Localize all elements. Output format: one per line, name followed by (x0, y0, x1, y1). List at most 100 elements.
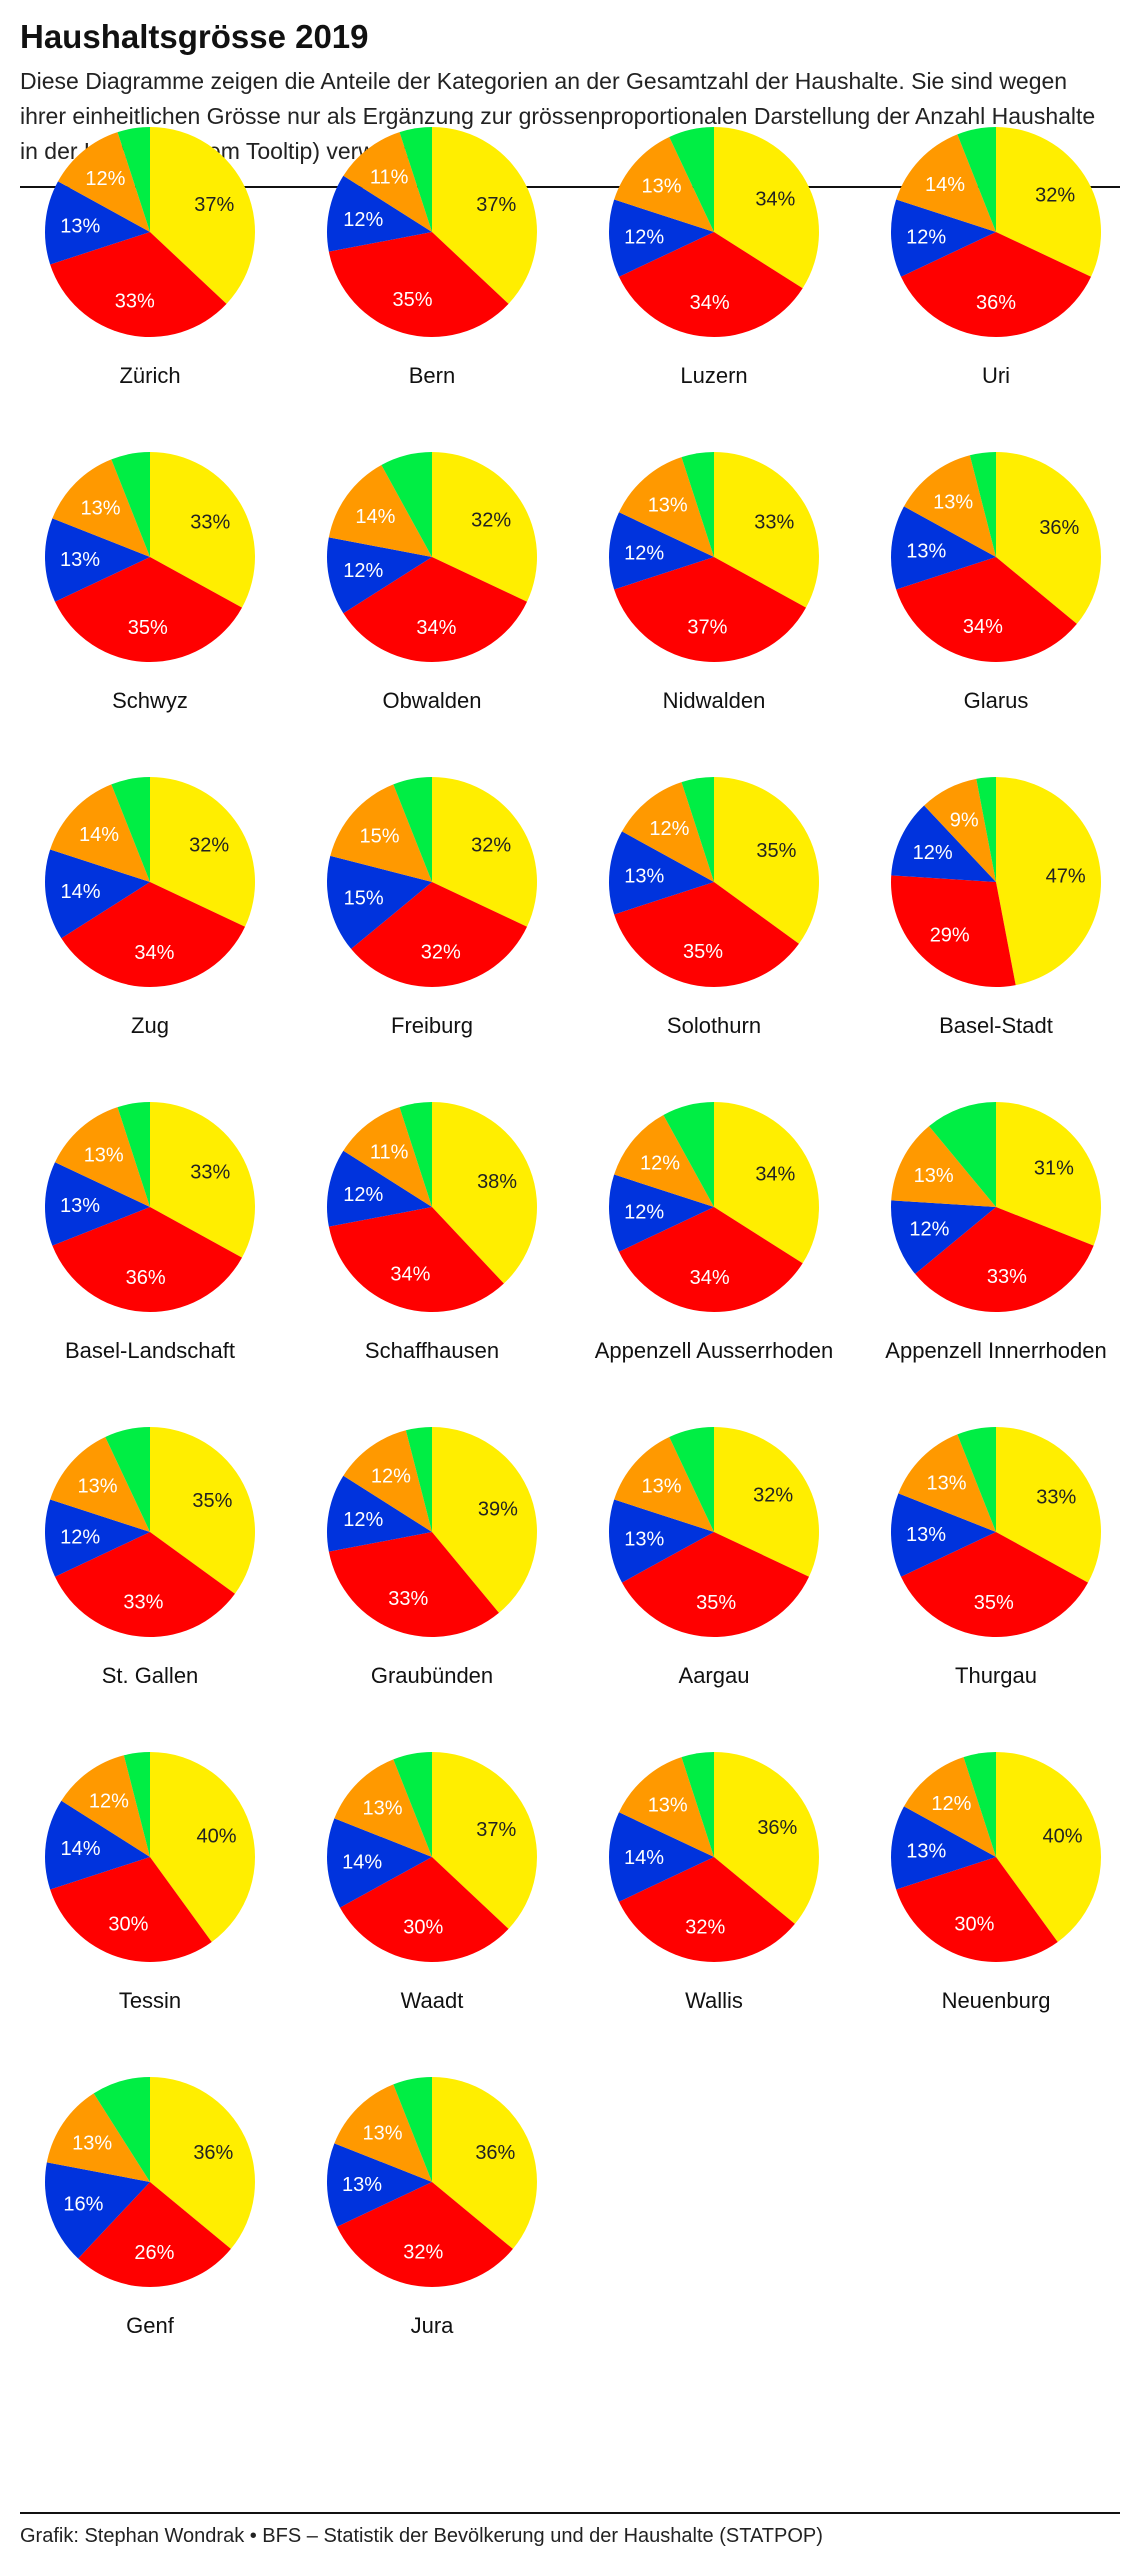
slice-label: 14% (61, 1838, 101, 1860)
pie-chart: 37% 35% 12% 11% Bern (302, 122, 562, 442)
pie-slice (399, 1102, 432, 1207)
pie-svg: 32% 34% 14% 14% (45, 777, 256, 987)
pie-svg: 36% 32% 14% 13% (608, 1752, 819, 1963)
pie-slice (44, 1162, 150, 1246)
pie-slice (50, 232, 227, 338)
pie-svg: 39% 33% 12% 12% (327, 1427, 537, 1637)
pie-slice (330, 784, 432, 882)
pie-slice (54, 557, 243, 663)
slice-label: 47% (1046, 865, 1086, 887)
pie-slice (393, 2077, 432, 2182)
pie-slice (929, 1102, 996, 1207)
pie-slice (618, 457, 714, 557)
slice-label: 13% (60, 215, 100, 237)
slice-label: 13% (362, 1798, 402, 1820)
pie-slice (957, 127, 996, 232)
pie-slice (432, 127, 538, 304)
chart-name: Uri (981, 363, 1011, 388)
pie-slice (608, 199, 714, 277)
pie-slice (334, 2084, 432, 2182)
slice-label: 13% (77, 1476, 117, 1498)
slice-label: 13% (906, 540, 946, 562)
pie-slice (614, 882, 799, 988)
pie-slice (111, 777, 150, 882)
pie-svg: 36% 32% 13% 13% (326, 2077, 537, 2288)
slice-label: 12% (343, 1509, 383, 1531)
slice-label: 36% (193, 2142, 233, 2164)
pie-slice (996, 777, 1102, 986)
slice-label: 13% (933, 492, 973, 514)
pie-slice (963, 1752, 996, 1857)
pie-slice (327, 537, 432, 614)
pie-slice (44, 1499, 150, 1577)
pie-chart: 38% 34% 12% 11% Schaffhausen (302, 1097, 562, 1417)
chart-name: Schaffhausen (364, 1338, 500, 1363)
pie-slice (399, 127, 432, 232)
pie-slice (339, 1857, 509, 1962)
pie-slice (996, 1752, 1102, 1942)
pie-slice (432, 777, 538, 927)
slice-label: 33% (115, 290, 155, 312)
slice-label: 12% (913, 842, 953, 864)
slice-label: 12% (909, 1219, 949, 1241)
pie-chart: 36% 32% 13% 13% Jura (302, 2072, 562, 2392)
chart-name: Waadt (400, 1988, 464, 2013)
pie-chart: 32% 36% 12% 14% Uri (866, 122, 1126, 442)
source-credit: Grafik: Stephan Wondrak • BFS – Statisti… (20, 2525, 823, 2547)
pie-slice (54, 1532, 235, 1638)
pie-chart: 32% 34% 14% 14% Zug (20, 772, 280, 1092)
pie-chart: 47% 29% 12% 9% Basel-Stadt (866, 772, 1126, 1092)
slice-label: 13% (641, 176, 681, 198)
slice-label: 35% (696, 1592, 736, 1614)
slice-label: 12% (89, 1790, 129, 1812)
pie-slice (328, 464, 432, 557)
slice-label: 16% (63, 2194, 103, 2216)
pie-slice (714, 1102, 819, 1264)
pie-slice (969, 452, 996, 557)
chart-name: Jura (410, 2313, 454, 2338)
pie-chart: 33% 35% 13% 13% Thurgau (866, 1422, 1126, 1742)
slice-label: 13% (80, 498, 120, 520)
pie-chart: 32% 35% 13% 13% Aargau (584, 1422, 844, 1742)
pie-slice (327, 175, 432, 252)
pie-chart: 36% 32% 14% 13% Wallis (584, 1747, 844, 2067)
pie-slice (663, 1102, 714, 1207)
slice-label: 30% (108, 1914, 148, 1936)
chart-name: Luzern (680, 363, 748, 388)
pie-slice (891, 1126, 996, 1207)
pie-slice (393, 1752, 432, 1857)
pie-slice (621, 1532, 810, 1638)
slice-label: 35% (756, 840, 796, 862)
pie-svg: 32% 35% 13% 13% (609, 1427, 820, 1638)
pie-slice (681, 777, 714, 882)
pie-slice (46, 2093, 150, 2182)
pie-slice (976, 777, 996, 882)
pie-slice (432, 452, 538, 602)
pie-slice (924, 778, 996, 882)
pie-slice (621, 782, 714, 882)
slice-label: 36% (757, 1817, 797, 1839)
slice-label: 13% (648, 1794, 688, 1816)
slice-label: 12% (624, 1201, 664, 1223)
pie-svg: 33% 35% 13% 13% (44, 452, 255, 663)
pie-svg: 32% 36% 12% 14% (890, 127, 1102, 338)
slice-label: 33% (1036, 1486, 1076, 1508)
pie-slice (890, 199, 996, 277)
pie-slice (328, 1532, 499, 1637)
slice-label: 34% (690, 1267, 730, 1289)
slice-label: 35% (128, 617, 168, 639)
slice-label: 33% (123, 1592, 163, 1614)
pie-chart: 31% 33% 12% 13% Appenzell Innerrhoden (866, 1097, 1126, 1417)
slice-label: 15% (344, 887, 384, 909)
pie-slice (608, 1812, 714, 1902)
slice-label: 15% (359, 826, 399, 848)
pie-slice (150, 127, 256, 304)
slice-label: 33% (190, 511, 230, 533)
pie-chart: 40% 30% 14% 12% Tessin (20, 1747, 280, 2067)
chart-name: Graubünden (370, 1663, 494, 1688)
slice-label: 37% (476, 1819, 516, 1841)
slice-label: 13% (362, 2123, 402, 2145)
slice-label: 37% (476, 194, 516, 216)
pie-svg: 34% 34% 12% 12% (608, 1102, 819, 1312)
pie-slice (618, 1857, 795, 1963)
